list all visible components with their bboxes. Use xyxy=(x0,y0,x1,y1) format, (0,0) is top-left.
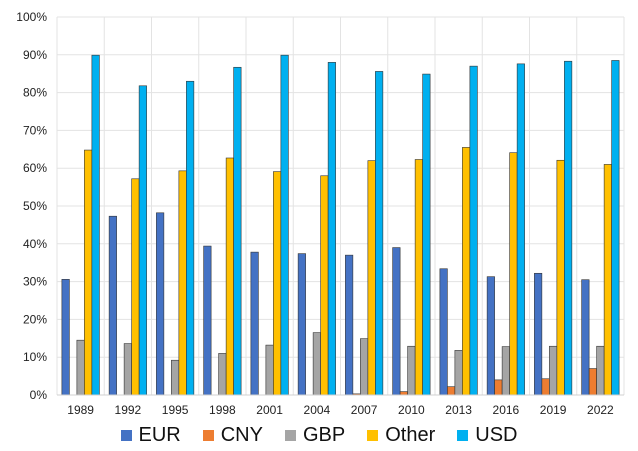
bar-other-2019 xyxy=(556,159,565,396)
bar-cny-2019 xyxy=(541,378,550,396)
bar-usd-2013 xyxy=(469,65,478,396)
bar-usd-2010 xyxy=(422,73,431,396)
bar-usd-2004 xyxy=(327,62,336,396)
legend-swatch xyxy=(284,430,296,441)
y-tick-label: 80% xyxy=(23,86,47,100)
bar-gbp-2022 xyxy=(596,345,605,396)
bar-eur-1995 xyxy=(156,212,165,396)
bar-other-2022 xyxy=(603,164,612,396)
bar-eur-2019 xyxy=(534,272,543,396)
legend: EUR CNY GBP Other USD xyxy=(0,424,638,447)
bar-cny-2013 xyxy=(447,386,456,396)
bar-usd-1989 xyxy=(91,54,100,396)
bar-usd-2001 xyxy=(280,54,289,396)
bar-eur-2010 xyxy=(392,247,401,396)
bar-gbp-2016 xyxy=(501,346,510,396)
bar-eur-1989 xyxy=(61,279,70,396)
bar-other-2013 xyxy=(462,147,471,396)
legend-label: CNY xyxy=(220,424,263,446)
legend-swatch xyxy=(120,430,132,441)
y-tick-label: 100% xyxy=(16,10,47,24)
x-tick-label: 2019 xyxy=(540,403,567,417)
bar-gbp-1995 xyxy=(171,359,180,396)
bar-other-2001 xyxy=(273,171,282,396)
bar-eur-2004 xyxy=(297,253,306,396)
bar-gbp-2010 xyxy=(407,345,416,396)
bar-usd-1995 xyxy=(186,80,195,396)
y-tick-label: 90% xyxy=(23,48,47,62)
bar-usd-1992 xyxy=(138,85,147,396)
x-tick-label: 1992 xyxy=(115,403,142,417)
y-tick-label: 60% xyxy=(23,161,47,175)
bar-cny-2016 xyxy=(494,379,503,396)
bar-eur-2007 xyxy=(345,254,354,396)
x-tick-label: 2010 xyxy=(398,403,425,417)
legend-label: Other xyxy=(385,424,436,446)
y-tick-label: 20% xyxy=(23,312,47,326)
legend-item-cny: CNY xyxy=(202,424,263,447)
legend-label: GBP xyxy=(302,424,346,446)
bar-usd-2022 xyxy=(611,60,620,396)
bar-other-2016 xyxy=(509,152,518,396)
legend-swatch xyxy=(367,430,379,441)
bar-gbp-1992 xyxy=(123,343,132,396)
bar-other-1995 xyxy=(178,170,187,396)
legend-item-other: Other xyxy=(367,424,435,447)
bar-eur-2016 xyxy=(486,276,495,396)
legend-label: USD xyxy=(475,424,518,446)
bar-other-2007 xyxy=(367,160,376,396)
legend-item-eur: EUR xyxy=(120,424,181,447)
x-tick-label: 1995 xyxy=(162,403,189,417)
x-tick-label: 2013 xyxy=(445,403,472,417)
bar-gbp-2019 xyxy=(549,345,558,396)
legend-swatch xyxy=(202,430,214,441)
y-tick-label: 10% xyxy=(23,350,47,364)
x-tick-label: 2001 xyxy=(256,403,283,417)
bar-other-2004 xyxy=(320,175,329,396)
y-tick-label: 50% xyxy=(23,199,47,213)
bar-other-1989 xyxy=(84,149,93,396)
bar-gbp-2013 xyxy=(454,350,463,396)
bar-cny-2022 xyxy=(588,368,597,396)
bar-other-1992 xyxy=(131,178,140,396)
x-tick-label: 2004 xyxy=(304,403,331,417)
bar-usd-2016 xyxy=(516,63,525,396)
bar-other-1998 xyxy=(225,157,234,396)
x-tick-label: 2022 xyxy=(587,403,614,417)
y-tick-label: 40% xyxy=(23,237,47,251)
bar-gbp-2007 xyxy=(360,338,369,396)
bar-gbp-1998 xyxy=(218,353,227,396)
legend-item-gbp: GBP xyxy=(284,424,346,447)
bar-eur-2013 xyxy=(439,268,448,396)
bar-eur-2022 xyxy=(581,279,590,396)
y-tick-label: 30% xyxy=(23,275,47,289)
y-tick-label: 0% xyxy=(30,388,48,402)
bar-gbp-1989 xyxy=(76,339,85,396)
x-tick-label: 2007 xyxy=(351,403,378,417)
bar-eur-1998 xyxy=(203,245,212,396)
bar-usd-1998 xyxy=(233,66,242,396)
bar-chart: 0% 10% 20% 30% 40% 50% 60% 70% 80% 90% 100% 1989 199… xyxy=(16,10,625,417)
legend-swatch xyxy=(457,430,469,441)
bar-usd-2007 xyxy=(375,71,384,396)
bar-usd-2019 xyxy=(564,60,573,396)
legend-item-usd: USD xyxy=(457,424,517,447)
bar-eur-2001 xyxy=(250,251,259,396)
bar-other-2010 xyxy=(414,159,423,396)
bar-gbp-2004 xyxy=(312,332,321,396)
legend-label: EUR xyxy=(138,424,181,446)
x-tick-label: 1998 xyxy=(209,403,236,417)
bar-cny-2010 xyxy=(399,391,408,396)
bar-eur-1992 xyxy=(108,215,117,396)
y-tick-label: 70% xyxy=(23,123,47,137)
x-tick-label: 2016 xyxy=(493,403,520,417)
bar-gbp-2001 xyxy=(265,344,274,396)
x-tick-label: 1989 xyxy=(67,403,94,417)
